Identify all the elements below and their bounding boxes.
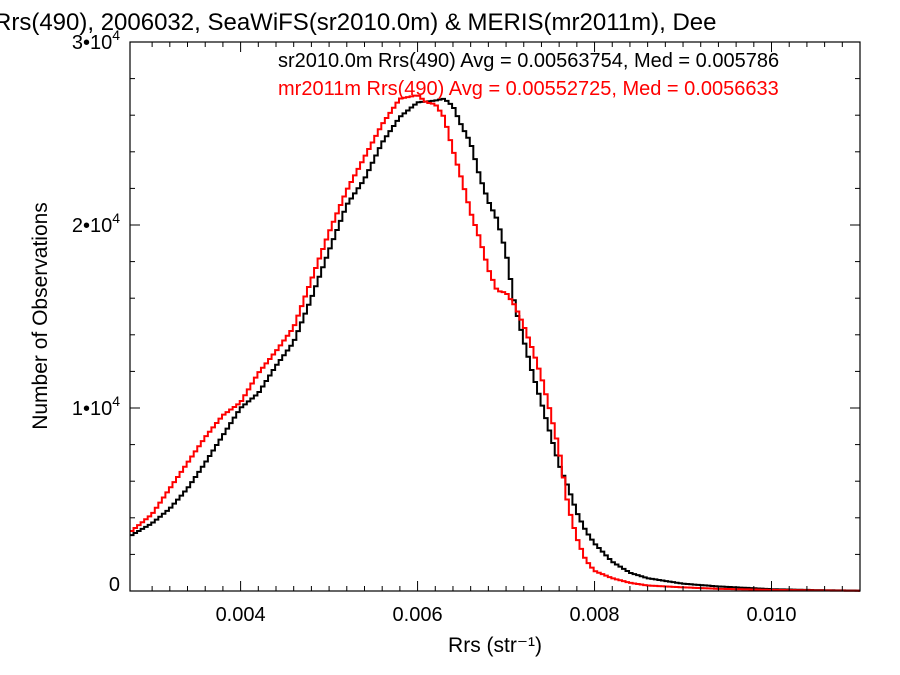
legend-entry-2: mr2011m Rrs(490) Avg = 0.00552725, Med =… xyxy=(278,78,779,100)
axis-layer: 0.004 0.006 0.008 0.010 0 1•104 2•104 3•104 xyxy=(72,27,861,626)
y-tick-label: 0 xyxy=(109,574,120,596)
series-line-1 xyxy=(130,97,861,592)
y-tick-label: 1•104 xyxy=(72,393,120,420)
legend: sr2010.0m Rrs(490) Avg = 0.00563754, Med… xyxy=(278,50,779,100)
series-line-2 xyxy=(130,94,861,592)
y-tick-label: 2•104 xyxy=(72,210,120,237)
plot-frame xyxy=(129,41,861,592)
x-tick-label: 0.006 xyxy=(393,604,443,626)
x-tick-label: 0.008 xyxy=(570,604,620,626)
y-axis-title: Number of Observations xyxy=(29,202,52,430)
y-tick-label: 3•104 xyxy=(72,27,120,54)
x-tick-label: 0.010 xyxy=(746,604,796,626)
legend-entry-1: sr2010.0m Rrs(490) Avg = 0.00563754, Med… xyxy=(278,50,779,72)
chart-title: Rrs(490), 2006032, SeaWiFS(sr2010.0m) & … xyxy=(0,9,716,36)
x-axis-title: Rrs (str⁻¹) xyxy=(448,634,542,657)
x-tick-label: 0.004 xyxy=(216,604,266,626)
series-layer xyxy=(130,94,861,592)
